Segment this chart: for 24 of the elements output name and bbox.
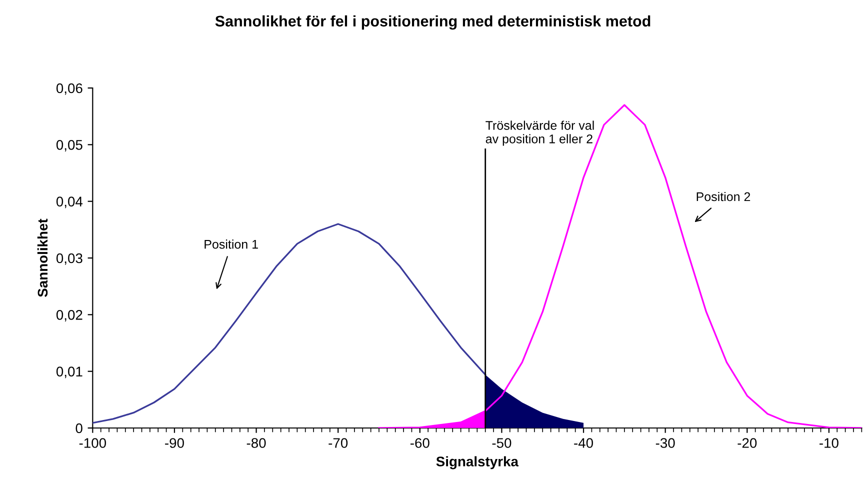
x-tick-label: -60	[410, 438, 430, 448]
series-label: Position 2	[696, 192, 750, 202]
y-tick-label: 0,04	[56, 196, 83, 208]
x-tick-label: -10	[820, 438, 838, 448]
y-tick-label: 0,02	[56, 310, 82, 322]
line-series	[92, 223, 486, 424]
x-tick-label: -50	[492, 438, 512, 448]
x-tick-label: -70	[328, 438, 348, 448]
y-axis-title: Sannolikhet	[37, 218, 48, 297]
y-tick-label: 0	[76, 423, 82, 434]
x-tick-label: -80	[246, 438, 266, 448]
y-tick-label: 0,06	[56, 83, 82, 95]
x-tick-label: -90	[165, 438, 184, 448]
ref-line-label: Tröskelvärde för val av position 1 eller 2	[486, 120, 594, 146]
text: Position 1	[204, 240, 258, 249]
x-tick-label: -20	[738, 438, 757, 448]
x-tick-label: -40	[574, 438, 594, 448]
y-tick-label: 0,05	[56, 140, 82, 152]
y-tick-label: 0,01	[56, 366, 82, 378]
x-axis-title: Signalstyrka	[436, 456, 519, 470]
x-tick-label: -30	[656, 438, 675, 448]
chart-title: Sannolikhet för fel i positionering med deterministisk metod	[215, 15, 650, 30]
x-tick-label: -100	[79, 438, 106, 448]
y-tick-label: 0,03	[56, 253, 82, 265]
